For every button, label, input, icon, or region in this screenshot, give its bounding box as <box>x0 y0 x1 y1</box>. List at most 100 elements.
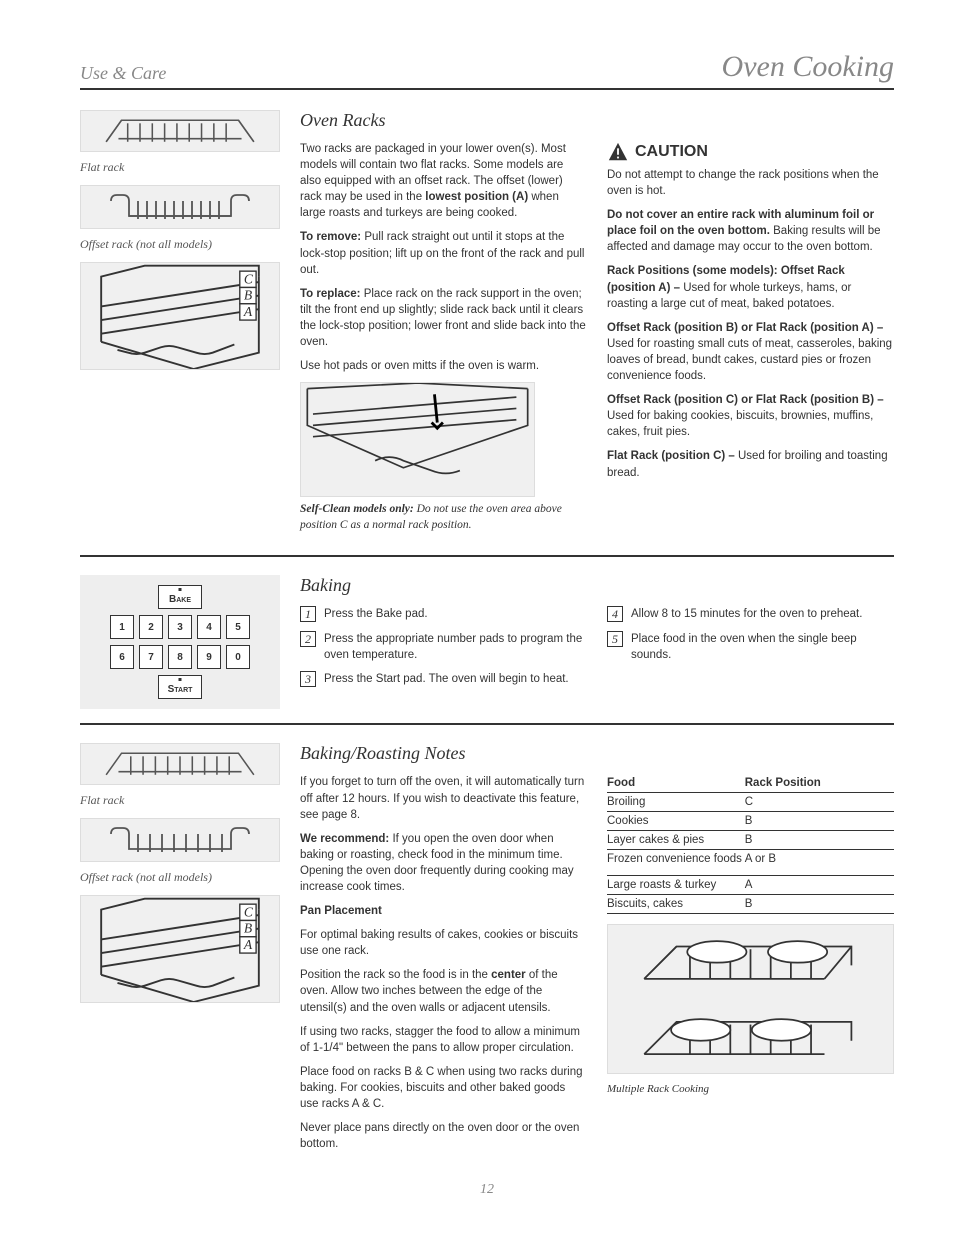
table-row: Biscuits, cakesB <box>607 895 894 914</box>
bake-s4: Allow 8 to 15 minutes for the oven to pr… <box>631 606 862 622</box>
caution-p1: Do not attempt to change the rack positi… <box>607 167 894 199</box>
key-5: 5 <box>226 615 250 639</box>
caution-label: CAUTION <box>635 143 708 161</box>
rack-pos-flatC: Flat Rack (position C) – Used for broili… <box>607 448 894 480</box>
section-rule-2 <box>80 723 894 725</box>
table-cell-pos <box>745 869 894 876</box>
key-2: 2 <box>139 615 163 639</box>
oven-racks-illust-col: Flat rack Offset rack (not all models) C <box>80 110 280 541</box>
posB-h: Offset Rack (position B) or Flat Rack (p… <box>607 322 883 334</box>
table-h-food: Food <box>607 774 745 793</box>
posC-t: Used for baking cookies, biscuits, brown… <box>607 410 873 438</box>
bake-s2: Press the appropriate number pads to pro… <box>324 631 587 663</box>
notes-recommend: We recommend: If you open the oven door … <box>300 831 587 895</box>
svg-text:A: A <box>243 304 253 319</box>
key-1: 1 <box>110 615 134 639</box>
table-cell-food: Large roasts & turkey <box>607 876 745 895</box>
svg-text:B: B <box>244 288 252 303</box>
baking-heading: Baking <box>300 575 894 596</box>
pan-p4: Place food on racks B & C when using two… <box>300 1064 587 1112</box>
remove-h: To remove: <box>300 231 361 243</box>
bake-step-4: 4 Allow 8 to 15 minutes for the oven to p… <box>607 606 894 622</box>
key-9: 9 <box>197 645 221 669</box>
page-number: 12 <box>80 1182 894 1198</box>
oven-interior-illust-2: C B A <box>80 895 280 1003</box>
table-cell-food: Frozen convenience foods <box>607 850 745 869</box>
table-row <box>607 869 894 876</box>
notes-section: Flat rack Offset rack (not all models) C… <box>80 743 894 1160</box>
table-cell-pos: B <box>745 812 894 831</box>
sc-pre: Self-Clean models only: <box>300 503 414 515</box>
stepnum-4: 4 <box>607 606 623 622</box>
baking-section: Bake 1 2 3 4 5 6 7 8 9 0 Start Baking 1P… <box>80 575 894 709</box>
stepnum-3: 3 <box>300 671 316 687</box>
keypad-col: Bake 1 2 3 4 5 6 7 8 9 0 Start <box>80 575 280 709</box>
multiple-rack-caption: Multiple Rack Cooking <box>607 1082 894 1097</box>
table-row: BroilingC <box>607 793 894 812</box>
self-clean-illust <box>300 382 535 497</box>
flat-rack-caption-2: Flat rack <box>80 793 280 808</box>
key-4: 4 <box>197 615 221 639</box>
bake-step-3: 3Press the Start pad. The oven will begi… <box>300 671 587 687</box>
offset-rack-illust <box>80 185 280 229</box>
key-3: 3 <box>168 615 192 639</box>
rec-h: We recommend: <box>300 833 389 845</box>
keypad-illust: Bake 1 2 3 4 5 6 7 8 9 0 Start <box>80 575 280 709</box>
key-8: 8 <box>168 645 192 669</box>
remove-para: To remove: Pull rack straight out until … <box>300 229 587 277</box>
pan-placement-h: Pan Placement <box>300 903 587 919</box>
flat-rack-caption: Flat rack <box>80 160 280 175</box>
replace-para: To replace: Place rack on the rack suppo… <box>300 286 587 350</box>
flatC-h: Flat Rack (position C) – <box>607 450 735 462</box>
posB-t: Used for roasting small cuts of meat, ca… <box>607 338 892 382</box>
section-rule-1 <box>80 555 894 557</box>
stepnum-1: 1 <box>300 606 316 622</box>
use-and-care-label: Use & Care <box>80 63 166 84</box>
start-key: Start <box>158 675 202 699</box>
p2a: Position the rack so the food is in the <box>300 969 491 981</box>
bake-s5: Place food in the oven when the single b… <box>631 631 894 663</box>
pan-p2: Position the rack so the food is in the … <box>300 967 587 1015</box>
key-6: 6 <box>110 645 134 669</box>
pan-p1: For optimal baking results of cakes, coo… <box>300 927 587 959</box>
multiple-rack-illust <box>607 924 894 1074</box>
oven-racks-text: Oven Racks Two racks are packaged in you… <box>300 110 894 541</box>
bake-key: Bake <box>158 585 202 609</box>
table-cell-pos: C <box>745 793 894 812</box>
pan-p5: Never place pans directly on the oven do… <box>300 1120 587 1152</box>
rack-position-table: Food Rack Position BroilingCCookiesBLaye… <box>607 774 894 914</box>
svg-text:C: C <box>244 271 254 286</box>
notes-heading: Baking/Roasting Notes <box>300 743 894 764</box>
rack-pos-A: Rack Positions (some models): Offset Rac… <box>607 263 894 311</box>
table-cell-food: Broiling <box>607 793 745 812</box>
pan-p3: If using two racks, stagger the food to … <box>300 1024 587 1056</box>
offset-rack-caption-2: Offset rack (not all models) <box>80 870 280 885</box>
table-cell-food: Cookies <box>607 812 745 831</box>
key-7: 7 <box>139 645 163 669</box>
page-title-bar: Use & Care Oven Cooking <box>80 50 894 90</box>
replace-h: To replace: <box>300 288 361 300</box>
table-cell-pos: B <box>745 895 894 914</box>
rack-pos-B: Offset Rack (position B) or Flat Rack (p… <box>607 320 894 384</box>
caution-header: CAUTION <box>607 141 894 163</box>
oven-racks-heading: Oven Racks <box>300 110 894 131</box>
key-0: 0 <box>226 645 250 669</box>
table-h-pos: Rack Position <box>745 774 894 793</box>
offset-rack-illust-2 <box>80 818 280 862</box>
oven-racks-section: Flat rack Offset rack (not all models) C <box>80 110 894 541</box>
caution-icon <box>607 141 629 163</box>
bake-s1: Press the Bake pad. <box>324 606 428 622</box>
flat-rack-illust-2 <box>80 743 280 785</box>
gloves-para: Use hot pads or oven mitts if the oven i… <box>300 358 587 374</box>
table-cell-food <box>607 869 745 876</box>
table-cell-pos: A <box>745 876 894 895</box>
bake-step-2: 2Press the appropriate number pads to pr… <box>300 631 587 663</box>
page-title: Oven Cooking <box>722 50 894 84</box>
bake-step-1: 1 Press the Bake pad. <box>300 606 587 622</box>
table-cell-pos: A or B <box>745 850 894 869</box>
table-row: Layer cakes & piesB <box>607 831 894 850</box>
p1bold: lowest position (A) <box>425 191 528 203</box>
oven-interior-illust-1: C B A <box>80 262 280 370</box>
svg-text:C: C <box>244 905 254 920</box>
bake-step-5: 5Place food in the oven when the single … <box>607 631 894 663</box>
